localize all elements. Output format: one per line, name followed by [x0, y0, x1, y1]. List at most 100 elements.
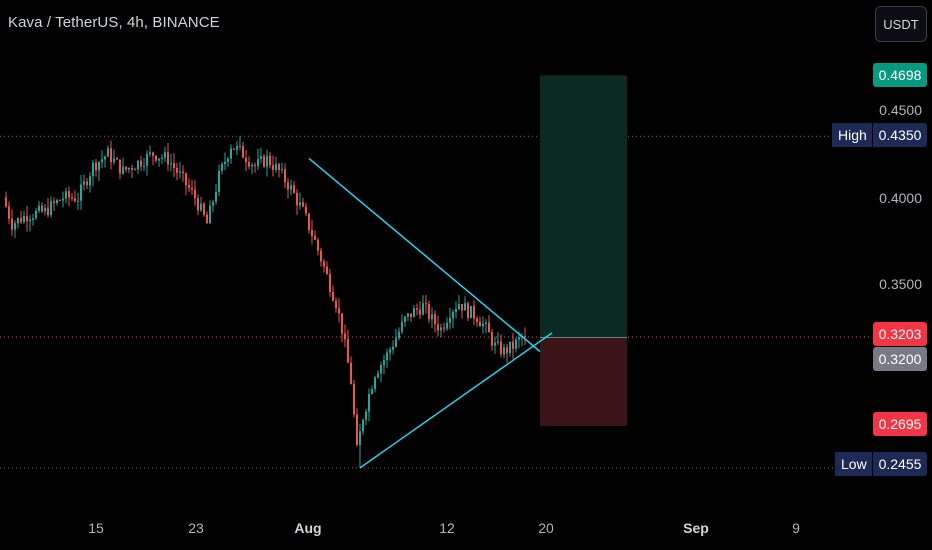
candle — [44, 203, 46, 216]
candle-body — [32, 218, 34, 220]
candle-body — [284, 169, 286, 183]
candle-body — [242, 145, 244, 158]
candle-body — [143, 165, 145, 167]
candle-body — [35, 210, 37, 219]
candle-body — [155, 155, 157, 161]
candle — [284, 163, 286, 189]
candle-body — [170, 163, 172, 165]
candle-body — [350, 362, 352, 384]
candle-body — [104, 156, 106, 160]
profit-zone[interactable] — [540, 75, 627, 338]
candle-body — [323, 261, 325, 267]
candle — [218, 164, 220, 197]
candle — [26, 206, 28, 232]
candle — [401, 314, 403, 334]
candle-body — [314, 235, 316, 240]
candle-body — [506, 347, 508, 354]
candle — [512, 332, 514, 360]
candle-body — [488, 322, 490, 333]
candle — [194, 180, 196, 206]
candle-body — [500, 341, 502, 355]
candle-body — [413, 308, 415, 318]
candle-body — [428, 304, 430, 320]
candle — [302, 197, 304, 208]
candle-body — [95, 162, 97, 171]
candle-body — [449, 318, 451, 323]
candle — [476, 315, 478, 327]
candle-body — [401, 321, 403, 332]
candle-body — [110, 148, 112, 163]
candle — [107, 145, 109, 157]
candle — [422, 295, 424, 316]
trendlines — [308, 157, 553, 469]
candle — [515, 337, 517, 353]
stop-price-label: 0.2695 — [873, 412, 927, 436]
candle — [341, 313, 343, 343]
candle — [170, 153, 172, 172]
candle — [368, 388, 370, 422]
candle — [503, 343, 505, 359]
candle-body — [89, 176, 91, 186]
candle-body — [107, 148, 109, 157]
trendline-upper[interactable] — [308, 157, 541, 353]
candle — [215, 184, 217, 205]
candle-body — [221, 164, 223, 171]
candle-body — [191, 187, 193, 190]
candle — [320, 247, 322, 267]
candle-body — [140, 160, 142, 167]
loss-zone[interactable] — [540, 337, 627, 426]
candle-body — [113, 158, 115, 163]
candle-body — [443, 327, 445, 329]
candle — [68, 186, 70, 207]
candle — [494, 336, 496, 354]
candle-body — [452, 311, 454, 319]
candle-body — [335, 300, 337, 309]
candle — [239, 136, 241, 151]
candle — [380, 361, 382, 383]
candle — [416, 303, 418, 316]
candle-body — [71, 197, 73, 199]
candle — [56, 198, 58, 206]
candle-body — [239, 145, 241, 147]
candle-body — [491, 332, 493, 346]
candle — [413, 304, 415, 318]
candle-body — [503, 347, 505, 355]
candle-body — [188, 185, 190, 188]
candle — [323, 259, 325, 273]
candle-body — [41, 205, 43, 212]
time-tick-12: 12 — [439, 520, 455, 536]
candle — [50, 196, 52, 218]
candle-body — [164, 152, 166, 158]
candle-body — [455, 309, 457, 312]
candles — [5, 136, 526, 468]
candle — [452, 309, 454, 329]
candle-body — [98, 161, 100, 171]
candle — [176, 162, 178, 181]
candle-body — [437, 324, 439, 331]
candle-body — [299, 202, 301, 206]
candle — [293, 181, 295, 194]
candle — [35, 207, 37, 220]
candle-body — [359, 431, 361, 445]
candle — [314, 230, 316, 241]
trendline-lower[interactable] — [359, 332, 553, 469]
candle — [464, 296, 466, 311]
candle-body — [374, 377, 376, 390]
candle — [14, 220, 16, 238]
currency-button[interactable]: USDT — [875, 6, 927, 42]
candle — [23, 210, 25, 225]
candle-body — [482, 323, 484, 327]
candle-body — [290, 185, 292, 190]
candle-body — [425, 303, 427, 305]
candle — [377, 370, 379, 379]
candle — [497, 332, 499, 346]
candle — [38, 201, 40, 214]
candle-body — [56, 200, 58, 204]
candle-body — [176, 167, 178, 173]
candle-body — [122, 166, 124, 174]
candle — [443, 322, 445, 333]
candle — [227, 156, 229, 168]
candle — [269, 152, 271, 169]
candle-body — [338, 308, 340, 314]
